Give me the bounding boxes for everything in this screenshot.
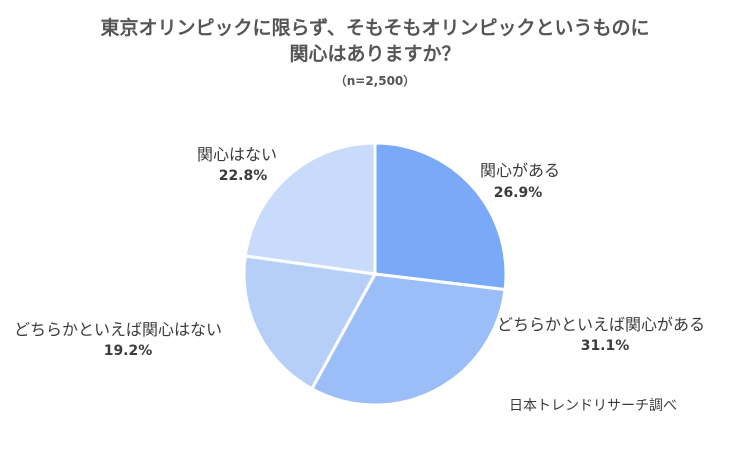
slice-label: 関心がある [480, 161, 560, 180]
pie-slice [373, 141, 508, 292]
slice-label: どちらかといえば関心がある [497, 315, 705, 334]
pie-slice [242, 254, 378, 391]
slice-value-label: 31.1% [581, 338, 630, 354]
slice-value-label: 26.9% [494, 185, 543, 201]
chart-title-line-1: 東京オリンピックに限らず、そもそもオリンピックというものに [100, 17, 650, 39]
slice-value-label: 19.2% [104, 343, 153, 359]
slice-value-label: 22.8% [219, 168, 268, 184]
pie-slice [243, 141, 377, 276]
chart-title-line-2: 関心はありますか？ [289, 43, 461, 65]
slice-label: どちらかといえば関心はない [14, 320, 222, 339]
chart-subtitle: （n=2,500） [334, 74, 416, 88]
source-note: 日本トレンドリサーチ調べ [509, 398, 677, 414]
pie-slice [309, 272, 507, 407]
slice-label: 関心はない [197, 145, 277, 164]
